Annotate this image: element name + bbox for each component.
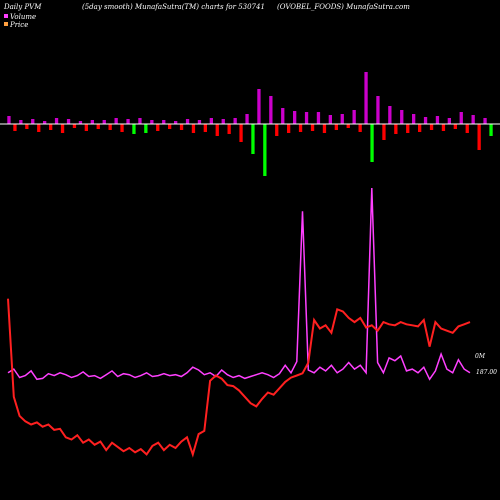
pvm-bar (423, 117, 428, 124)
pvm-bar (453, 124, 457, 129)
pvm-bar (418, 124, 422, 132)
pvm-bar (376, 96, 380, 124)
pvm-bar (126, 119, 130, 124)
pvm-bar (191, 124, 196, 133)
pvm-bar (275, 124, 279, 136)
pvm-bar (477, 124, 481, 150)
pvm-bar (7, 116, 11, 124)
pvm-bar (388, 106, 392, 124)
pvm-bar (66, 119, 71, 124)
pvm-bar (251, 124, 255, 154)
pvm-bar (162, 120, 166, 124)
pvm-bar (197, 120, 202, 124)
pvm-bar (114, 118, 118, 124)
pvm-bar (364, 72, 368, 124)
legend-price-swatch (4, 22, 8, 26)
pvm-bar (406, 124, 410, 133)
pvm-bar (287, 124, 291, 133)
pvm-bar (310, 124, 315, 131)
pvm-bar (203, 124, 207, 132)
pvm-bar (227, 124, 231, 134)
pvm-bar (37, 124, 41, 132)
price-line (7, 298, 471, 458)
pvm-bar (43, 121, 47, 124)
pvm-bar (352, 110, 356, 124)
pvm-bar (108, 124, 112, 130)
pvm-bar (54, 118, 59, 124)
pvm-bar (25, 124, 29, 129)
pvm-bar (382, 124, 386, 140)
chart-title-right: (OVOBEL_FOODS) MunafaSutra.com (277, 3, 410, 11)
pvm-bar (138, 118, 142, 124)
pvm-bar (102, 120, 106, 124)
pvm-bar (78, 121, 83, 124)
pvm-bar (221, 119, 225, 124)
pvm-bar (120, 124, 124, 132)
legend-volume-swatch (4, 14, 8, 18)
pvm-bar (328, 115, 332, 124)
pvm-bar (293, 111, 297, 124)
pvm-bar (316, 112, 321, 124)
pvm-bar (298, 124, 303, 132)
pvm-bar (483, 118, 487, 124)
pvm-bar (471, 115, 475, 124)
pvm-bar (340, 114, 344, 124)
pvm-bar (239, 124, 243, 142)
pvm-bar (60, 124, 65, 133)
pvm-bar (441, 124, 446, 131)
pvm-bar (322, 124, 327, 133)
pvm-bars (7, 72, 493, 176)
pvm-bar (168, 124, 172, 129)
pvm-bar (132, 124, 136, 134)
pvm-bar (84, 124, 88, 131)
pvm-bar (209, 118, 213, 124)
pvm-bar (465, 124, 469, 133)
pvm-bar (394, 124, 398, 134)
legend-price-label: Price (9, 21, 28, 29)
pvm-bar (257, 89, 261, 124)
pvm-bar (263, 124, 267, 176)
pvm-bar (185, 119, 190, 124)
pvm-bar (96, 124, 100, 129)
pvm-bar (215, 124, 219, 136)
pvm-bar (156, 124, 160, 131)
pvm-bar (233, 118, 237, 124)
pvm-bar (269, 96, 273, 124)
pvm-bar (150, 120, 154, 124)
pvm-bar (72, 124, 77, 128)
pvm-bar (489, 124, 493, 136)
pvm-bar (346, 124, 350, 128)
pvm-bar (179, 124, 184, 130)
pvm-bar (304, 112, 309, 124)
pvm-bar (370, 124, 374, 162)
pvm-bar (281, 108, 285, 124)
pvm-bar (334, 124, 338, 130)
pvm-bar (358, 124, 362, 132)
pvm-bar (90, 120, 94, 124)
pvm-bar (31, 119, 35, 124)
pvm-bar (49, 124, 53, 130)
pvm-bar (459, 112, 463, 124)
pvm-bar (400, 110, 404, 124)
pvm-bar (144, 124, 148, 133)
chart-title-center: (5day smooth) MunafaSutra(TM) charts for… (82, 3, 265, 11)
price-value-label: 187.00 (476, 369, 497, 376)
pvm-bar (435, 116, 440, 124)
chart-title-left: Daily PVM (3, 3, 42, 11)
volume-line (7, 187, 471, 381)
pvm-bar (174, 121, 178, 124)
pvm-bar (13, 124, 17, 131)
pvm-bar (447, 118, 451, 124)
legend-volume-label: Volume (10, 13, 36, 21)
pvm-bar (429, 124, 434, 130)
volume-value-label: 0M (475, 353, 486, 360)
pvm-bar (19, 120, 23, 124)
pvm-bar (245, 114, 249, 124)
pvm-bar (412, 114, 416, 124)
